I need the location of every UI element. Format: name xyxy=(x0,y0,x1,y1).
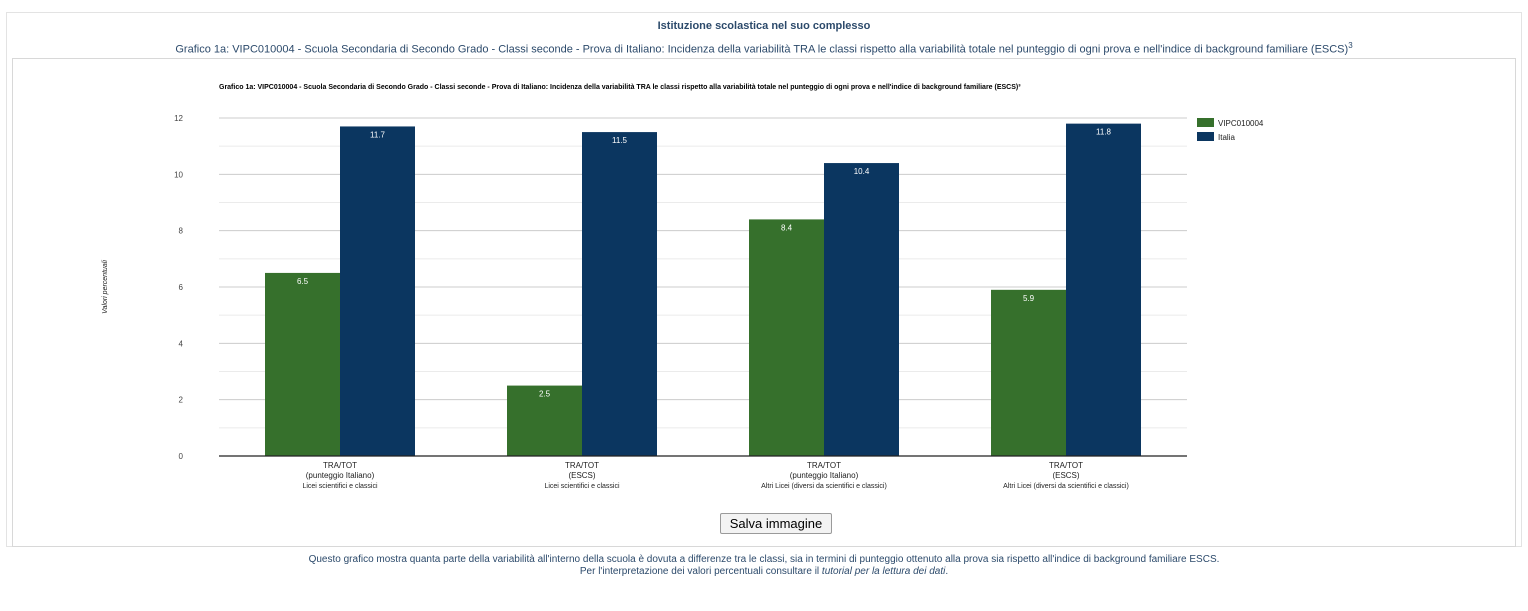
bar-school xyxy=(749,219,824,456)
tutorial-link[interactable]: tutorial per la lettura dei dati xyxy=(821,566,946,577)
bar-value-label: 11.5 xyxy=(612,136,628,145)
bar-value-label: 8.4 xyxy=(781,223,793,232)
bar-value-label: 10.4 xyxy=(854,167,870,176)
footer-note: Questo grafico mostra quanta parte della… xyxy=(0,554,1528,578)
x-category-label: Licei scientifici e classici xyxy=(302,483,378,490)
x-category-label: (ESCS) xyxy=(568,471,595,480)
y-tick-label: 6 xyxy=(179,283,184,292)
x-category-label: TRA/TOT xyxy=(323,461,357,470)
bar-italy xyxy=(1066,123,1141,456)
page-title: Istituzione scolastica nel suo complesso xyxy=(657,20,871,32)
footer-line-2-suffix: . xyxy=(945,566,949,577)
bar-italy xyxy=(340,126,415,456)
bar-value-label: 11.8 xyxy=(1096,128,1112,137)
bar-value-label: 11.7 xyxy=(370,130,386,139)
bar-school xyxy=(265,272,340,456)
legend-swatch xyxy=(1197,118,1214,127)
x-category-label: TRA/TOT xyxy=(1049,461,1083,470)
legend-label: VIPC010004 xyxy=(1218,119,1264,128)
y-tick-label: 10 xyxy=(174,170,183,179)
legend-label: Italia xyxy=(1218,133,1235,142)
x-category-label: (punteggio Italiano) xyxy=(790,471,859,480)
x-category-label: Altri Licei (diversi da scientifici e cl… xyxy=(761,483,887,490)
footer-line-1: Questo grafico mostra quanta parte della… xyxy=(308,554,1220,565)
bar-school xyxy=(507,385,582,456)
chart-title: Grafico 1a: VIPC010004 - Scuola Secondar… xyxy=(219,84,1021,91)
bar-italy xyxy=(824,163,899,457)
page-subtitle-text: Grafico 1a: VIPC010004 - Scuola Secondar… xyxy=(175,43,1349,56)
x-category-label: TRA/TOT xyxy=(807,461,841,470)
footnote-marker: 3 xyxy=(1348,41,1353,50)
bar-value-label: 2.5 xyxy=(539,390,551,399)
y-tick-label: 2 xyxy=(179,396,184,405)
page-subtitle: Grafico 1a: VIPC010004 - Scuola Secondar… xyxy=(0,41,1528,56)
y-tick-label: 12 xyxy=(174,114,183,123)
bar-value-label: 5.9 xyxy=(1023,294,1035,303)
x-category-label: TRA/TOT xyxy=(565,461,599,470)
legend-swatch xyxy=(1197,132,1214,141)
y-tick-label: 4 xyxy=(179,339,184,348)
y-tick-label: 0 xyxy=(179,452,184,461)
bar-value-label: 6.5 xyxy=(297,277,309,286)
x-category-label: Licei scientifici e classici xyxy=(544,483,620,490)
x-category-label: (ESCS) xyxy=(1052,471,1079,480)
footer-line-2-prefix: Per l'interpretazione dei valori percent… xyxy=(579,566,822,577)
x-category-label: Altri Licei (diversi da scientifici e cl… xyxy=(1003,483,1129,490)
y-axis-title: Valori percentuali xyxy=(102,260,109,314)
footer-line-2: Per l'interpretazione dei valori percent… xyxy=(0,566,1528,578)
x-category-label: (punteggio Italiano) xyxy=(306,471,375,480)
bar-italy xyxy=(582,132,657,457)
save-image-button[interactable]: Salva immagine xyxy=(720,513,832,534)
bar-school xyxy=(991,289,1066,456)
y-tick-label: 8 xyxy=(179,227,184,236)
